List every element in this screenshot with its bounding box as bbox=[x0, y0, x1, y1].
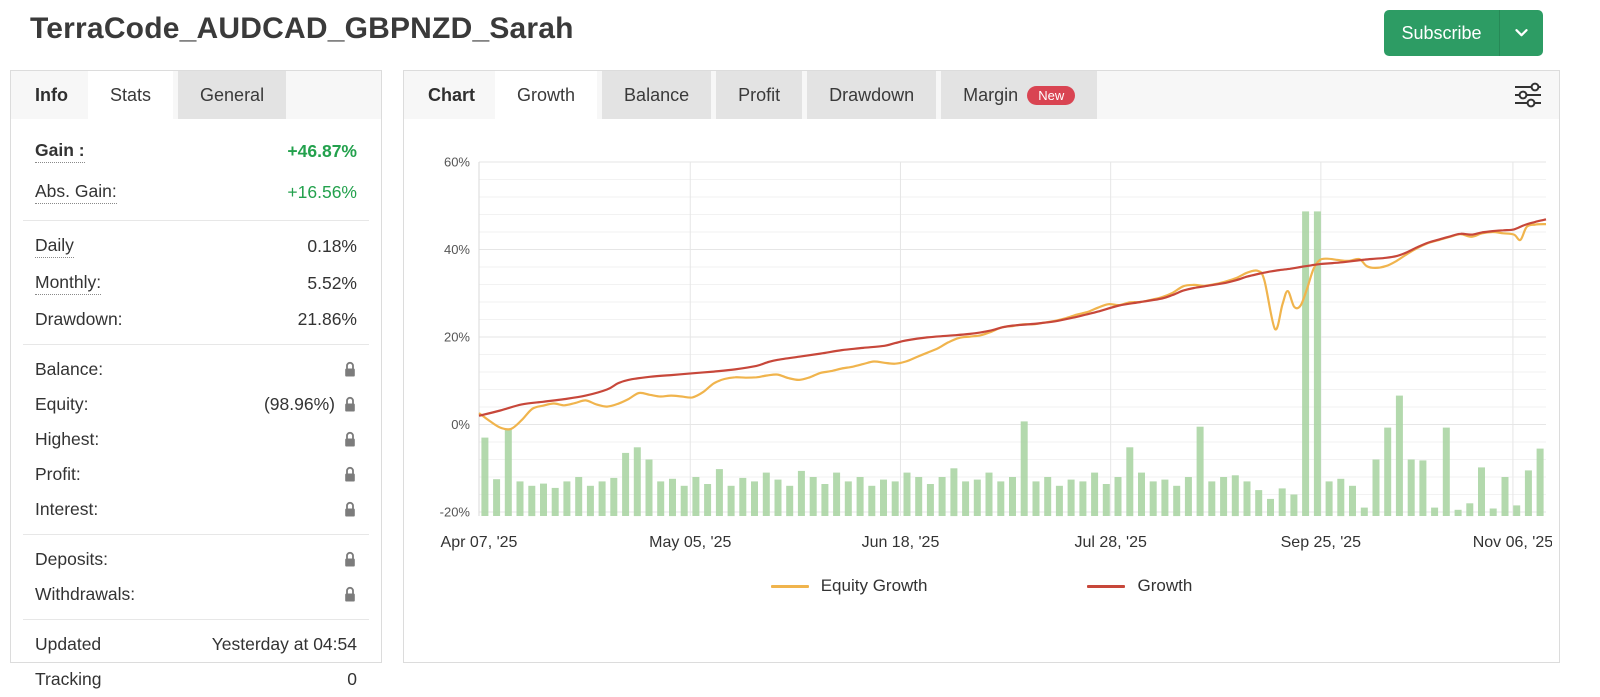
svg-text:Jun 18, '25: Jun 18, '25 bbox=[862, 534, 940, 551]
svg-text:60%: 60% bbox=[444, 155, 470, 170]
tracking-label: Tracking bbox=[35, 669, 102, 689]
tab-drawdown[interactable]: Drawdown bbox=[807, 71, 937, 119]
highest-label: Highest: bbox=[35, 429, 100, 449]
stat-row-interest: Interest: bbox=[11, 492, 381, 527]
stat-row-updated: Updated Yesterday at 04:54 bbox=[11, 627, 381, 662]
lock-icon bbox=[345, 586, 355, 602]
svg-text:40%: 40% bbox=[444, 242, 470, 257]
tab-growth[interactable]: Growth bbox=[495, 71, 598, 119]
equity-label: Equity: bbox=[35, 394, 89, 414]
lock-icon bbox=[345, 551, 355, 567]
chart-tabstrip: Chart Growth Balance Profit Drawdown Mar… bbox=[404, 71, 1559, 119]
stat-row-equity: Equity: (98.96%) bbox=[11, 387, 381, 422]
lock-icon bbox=[345, 501, 355, 517]
updated-value: Yesterday at 04:54 bbox=[211, 634, 357, 654]
stat-row-tracking: Tracking 0 bbox=[11, 662, 381, 697]
gain-value: +46.87% bbox=[287, 141, 357, 161]
new-badge: New bbox=[1027, 85, 1076, 105]
stat-row-drawdown: Drawdown: 21.86% bbox=[11, 302, 381, 337]
info-tabstrip: Info Stats General bbox=[11, 71, 381, 119]
daily-value: 0.18% bbox=[307, 236, 357, 256]
svg-text:Apr 07, '25: Apr 07, '25 bbox=[441, 534, 518, 551]
interest-label: Interest: bbox=[35, 499, 99, 519]
svg-text:Jul 28, '25: Jul 28, '25 bbox=[1074, 534, 1147, 551]
legend-label: Growth bbox=[1137, 576, 1193, 595]
lock-icon bbox=[345, 431, 355, 447]
legend-label: Equity Growth bbox=[820, 576, 928, 595]
svg-text:-20%: -20% bbox=[440, 505, 471, 520]
stat-row-deposits: Deposits: bbox=[11, 542, 381, 577]
stat-row-monthly: Monthly: 5.52% bbox=[11, 265, 381, 302]
subscribe-button[interactable]: Subscribe bbox=[1384, 10, 1543, 56]
gain-label: Gain : bbox=[35, 140, 85, 163]
stat-row-profit: Profit: bbox=[11, 457, 381, 492]
stat-row-balance: Balance: bbox=[11, 352, 381, 387]
divider bbox=[23, 534, 369, 535]
subscribe-label[interactable]: Subscribe bbox=[1401, 22, 1482, 43]
balance-label: Balance: bbox=[35, 359, 104, 379]
svg-text:Nov 06, '25: Nov 06, '25 bbox=[1473, 534, 1552, 551]
filter-sliders-icon bbox=[1515, 82, 1541, 108]
abs-gain-label: Abs. Gain: bbox=[35, 181, 117, 204]
strip-spacer bbox=[1102, 71, 1497, 119]
tab-margin[interactable]: Margin New bbox=[941, 71, 1098, 119]
profit-label: Profit: bbox=[35, 464, 81, 484]
stat-row-daily: Daily 0.18% bbox=[11, 228, 381, 265]
lock-icon bbox=[345, 466, 355, 482]
svg-text:May 05, '25: May 05, '25 bbox=[649, 534, 731, 551]
divider bbox=[23, 344, 369, 345]
monthly-label: Monthly: bbox=[35, 272, 102, 295]
chart-legend: Equity Growth Growth bbox=[404, 576, 1559, 596]
info-section-label: Info bbox=[35, 84, 68, 105]
subscribe-dropdown[interactable] bbox=[1499, 10, 1543, 56]
legend-item-equity-growth[interactable]: Equity Growth bbox=[770, 576, 928, 596]
stat-row-gain: Gain : +46.87% bbox=[11, 131, 381, 172]
chart-card: Chart Growth Balance Profit Drawdown Mar… bbox=[403, 70, 1560, 663]
chevron-down-icon bbox=[1515, 29, 1528, 37]
legend-swatch bbox=[770, 584, 809, 588]
lock-icon bbox=[345, 396, 355, 412]
withdrawals-label: Withdrawals: bbox=[35, 584, 136, 604]
tab-profit[interactable]: Profit bbox=[716, 71, 803, 119]
abs-gain-value: +16.56% bbox=[287, 182, 357, 202]
lock-icon bbox=[345, 361, 355, 377]
monthly-value: 5.52% bbox=[307, 273, 357, 293]
info-card: Info Stats General Gain : +46.87% Abs. G… bbox=[10, 70, 382, 689]
divider bbox=[23, 220, 369, 221]
stat-row-abs-gain: Abs. Gain: +16.56% bbox=[11, 172, 381, 213]
tab-balance[interactable]: Balance bbox=[602, 71, 712, 119]
drawdown-value: 21.86% bbox=[297, 309, 357, 329]
svg-text:0%: 0% bbox=[451, 417, 470, 432]
chart-settings-button[interactable] bbox=[1497, 71, 1559, 119]
drawdown-label: Drawdown: bbox=[35, 309, 123, 329]
tab-stats[interactable]: Stats bbox=[88, 71, 174, 119]
updated-label: Updated bbox=[35, 634, 102, 654]
stat-row-withdrawals: Withdrawals: bbox=[11, 577, 381, 612]
svg-text:20%: 20% bbox=[444, 330, 470, 345]
legend-item-growth[interactable]: Growth bbox=[1087, 576, 1192, 596]
tracking-value: 0 bbox=[347, 669, 357, 689]
growth-chart-svg: 60% 40% 20% 0% -20% Apr 07, '25 May 05, '25 Jun… bbox=[440, 155, 1552, 552]
tab-general[interactable]: General bbox=[178, 71, 287, 119]
equity-value: (98.96%) bbox=[263, 394, 335, 414]
stat-row-highest: Highest: bbox=[11, 422, 381, 457]
legend-swatch bbox=[1087, 584, 1126, 588]
page-title: TerraCode_AUDCAD_GBPNZD_Sarah bbox=[30, 12, 574, 45]
divider bbox=[23, 619, 369, 620]
deposits-label: Deposits: bbox=[35, 549, 108, 569]
svg-text:Sep 25, '25: Sep 25, '25 bbox=[1281, 534, 1362, 551]
daily-label: Daily bbox=[35, 235, 74, 258]
chart-section-label: Chart bbox=[428, 84, 476, 105]
tab-margin-label: Margin bbox=[963, 84, 1019, 105]
